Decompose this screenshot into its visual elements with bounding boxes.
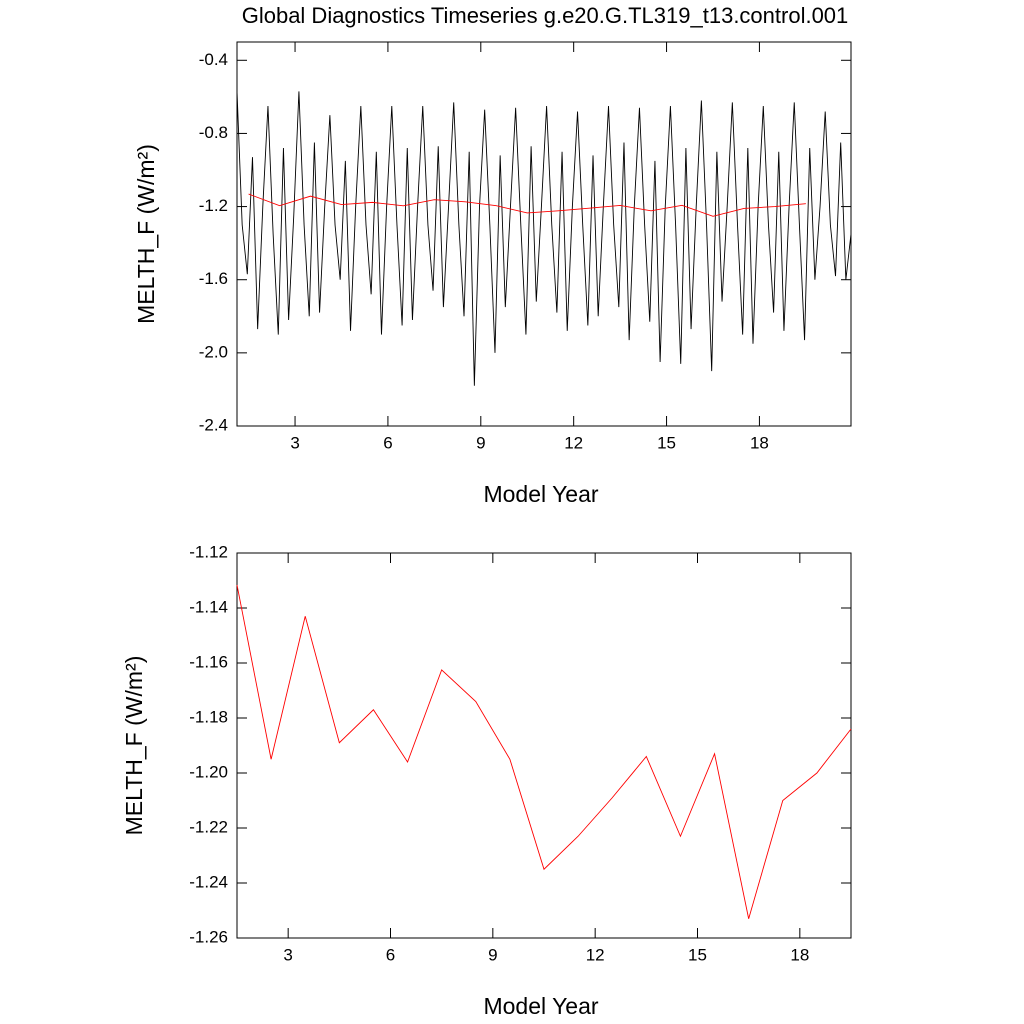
x-tick-label: 3: [283, 945, 292, 964]
plot-frame: [236, 552, 852, 939]
y-tick-label: -0.8: [199, 123, 228, 142]
y-tick-label: -1.22: [189, 817, 228, 836]
plot-frame: [236, 41, 852, 427]
y-axis-label: MELTH_F (W/m²): [133, 144, 159, 324]
x-tick-label: 9: [476, 433, 485, 452]
y-tick-label: -2.0: [199, 342, 228, 361]
y-tick-label: -0.4: [199, 50, 228, 69]
series-line: [236, 91, 852, 386]
y-tick-label: -1.18: [189, 707, 228, 726]
x-tick-label: 12: [564, 433, 583, 452]
x-tick-label: 15: [688, 945, 707, 964]
y-axis-label: MELTH_F (W/m²): [121, 656, 147, 836]
x-tick-label: 12: [586, 945, 605, 964]
y-tick-label: -1.14: [189, 597, 228, 616]
y-tick-label: -1.12: [189, 542, 228, 561]
series-line: [248, 193, 806, 217]
chart-title: Global Diagnostics Timeseries g.e20.G.TL…: [242, 3, 849, 28]
x-tick-label: 18: [750, 433, 769, 452]
x-axis-label: Model Year: [483, 993, 598, 1019]
x-tick-label: 9: [488, 945, 497, 964]
y-tick-label: -1.24: [189, 872, 228, 891]
y-tick-label: -1.16: [189, 652, 228, 671]
x-tick-label: 18: [790, 945, 809, 964]
x-tick-label: 15: [657, 433, 676, 452]
y-tick-label: -1.6: [199, 269, 228, 288]
y-tick-label: -1.2: [199, 196, 228, 215]
y-tick-label: -2.4: [199, 415, 228, 434]
y-tick-label: -1.20: [189, 762, 228, 781]
x-tick-label: 6: [386, 945, 395, 964]
x-axis-label: Model Year: [483, 481, 598, 507]
x-tick-label: 6: [383, 433, 392, 452]
series-line: [236, 584, 852, 919]
x-tick-label: 3: [290, 433, 299, 452]
y-tick-label: -1.26: [189, 927, 228, 946]
